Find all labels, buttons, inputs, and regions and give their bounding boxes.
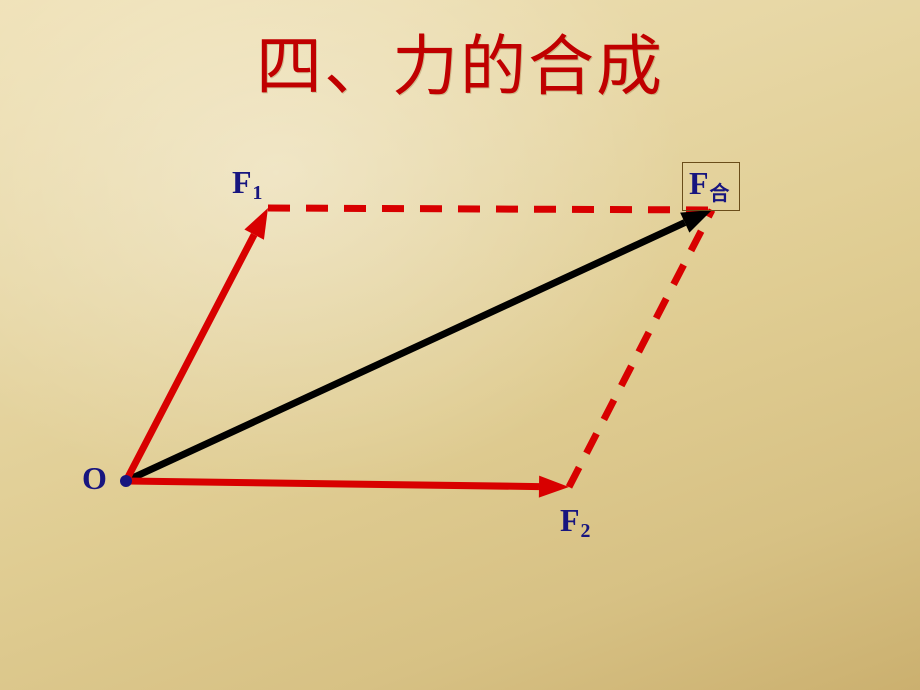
dash-F2-to-Fhe bbox=[569, 210, 712, 487]
label-F2: F2 bbox=[560, 502, 590, 543]
vector-F-resultant bbox=[126, 223, 685, 481]
vector-F1 bbox=[126, 235, 254, 481]
vector-F2 bbox=[126, 481, 539, 487]
label-F1: F1 bbox=[232, 164, 262, 205]
dash-F1-to-Fhe bbox=[268, 208, 712, 210]
slide: 四、力的合成 O F1 F2 F合 bbox=[0, 0, 920, 690]
force-parallelogram-diagram bbox=[0, 0, 920, 690]
label-O: O bbox=[82, 460, 107, 497]
label-Fhe: F合 bbox=[682, 162, 740, 211]
origin-dot bbox=[120, 475, 132, 487]
